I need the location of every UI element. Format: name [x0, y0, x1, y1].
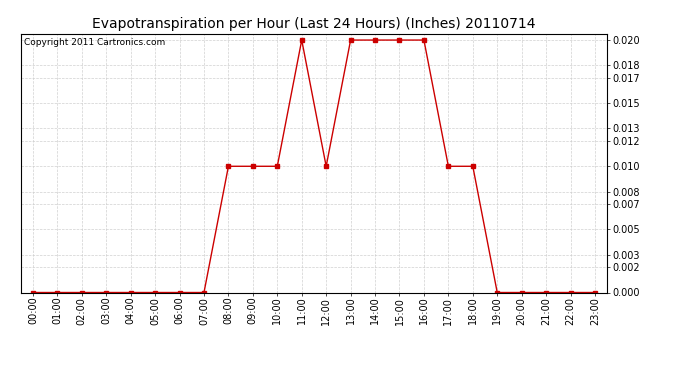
Title: Evapotranspiration per Hour (Last 24 Hours) (Inches) 20110714: Evapotranspiration per Hour (Last 24 Hou… — [92, 17, 535, 31]
Text: Copyright 2011 Cartronics.com: Copyright 2011 Cartronics.com — [23, 38, 165, 46]
